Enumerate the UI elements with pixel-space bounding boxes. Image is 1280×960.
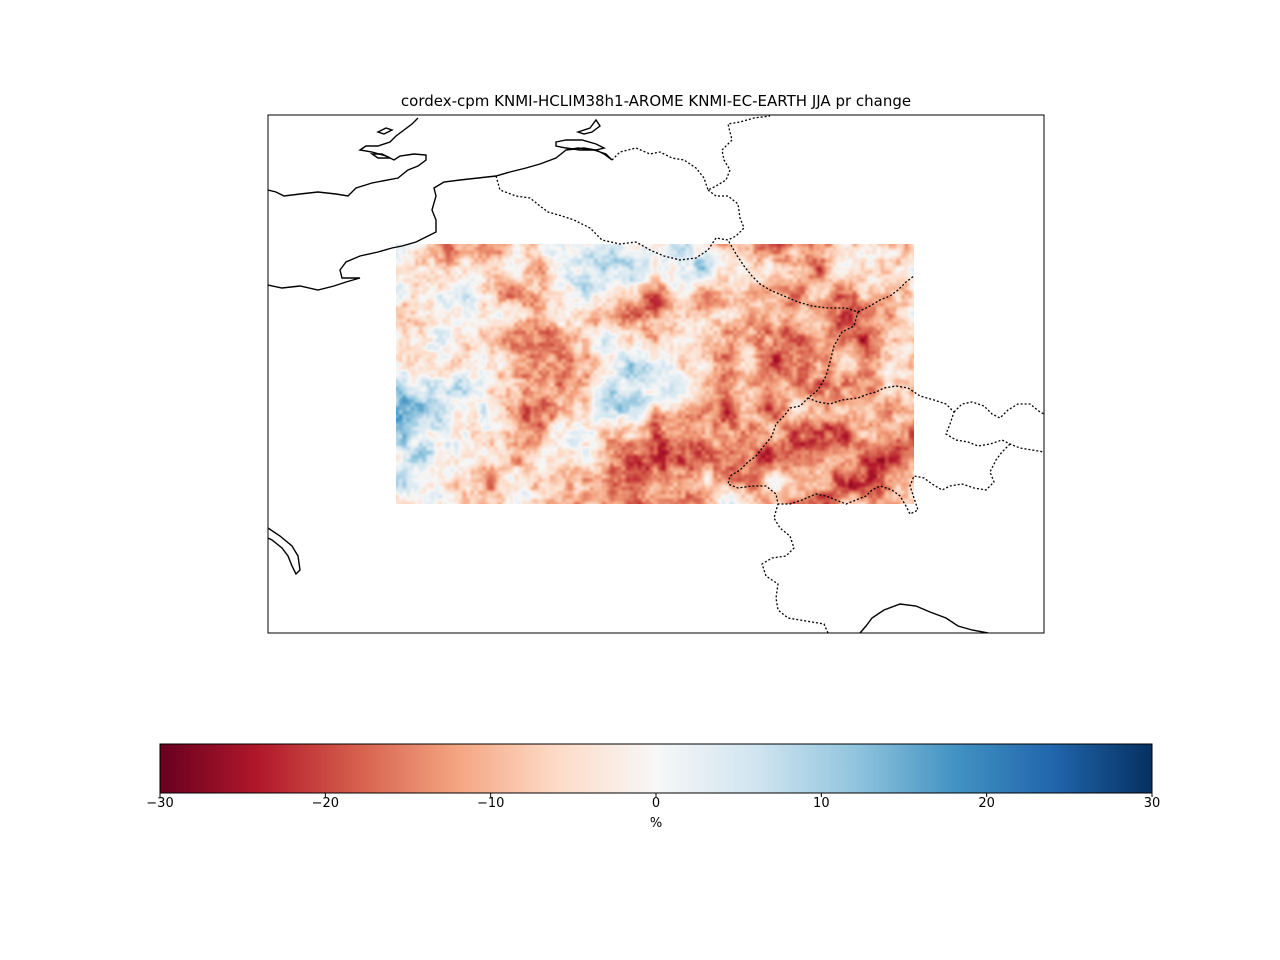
map-frame: [267, 114, 1045, 634]
coastline: [268, 117, 989, 633]
colorbar-tick-label: 0: [651, 796, 661, 811]
country-borders: [495, 115, 1044, 633]
colorbar-tick-label: 10: [813, 796, 830, 811]
colorbar-tick-label: −10: [476, 796, 505, 811]
map-title: cordex-cpm KNMI-HCLIM38h1-AROME KNMI-EC-…: [400, 92, 912, 110]
colorbar-tick-label: 20: [978, 796, 995, 811]
colorbar-unit-label: %: [649, 816, 663, 831]
colorbar-tick-label: −20: [311, 796, 340, 811]
colorbar-body: [159, 743, 1153, 794]
colorbar-tick-label: 30: [1143, 796, 1161, 811]
colorbar-ticks: [159, 793, 1153, 797]
colorbar-tick-label: −30: [146, 796, 174, 811]
precip-change-field: [396, 244, 914, 504]
